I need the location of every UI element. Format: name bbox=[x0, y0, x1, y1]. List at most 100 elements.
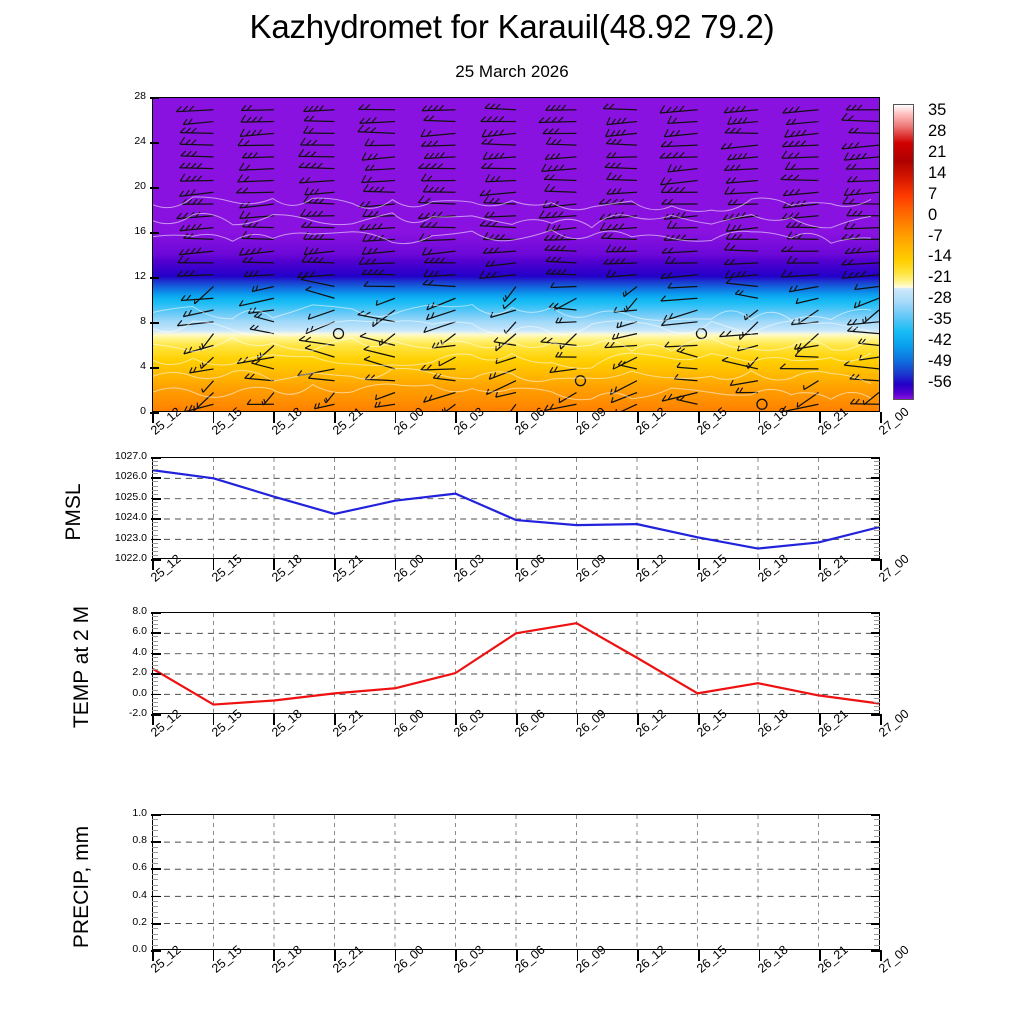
x-tick-label: 27_00 bbox=[876, 706, 912, 740]
y-tick-label: 4 bbox=[140, 360, 146, 372]
minor-tick-mark bbox=[874, 665, 880, 667]
minor-tick-mark bbox=[871, 497, 880, 500]
x-tick-mark bbox=[819, 714, 821, 725]
x-tick-mark bbox=[576, 950, 579, 961]
x-tick-mark bbox=[880, 559, 882, 570]
minor-tick-mark bbox=[874, 489, 880, 491]
minor-tick-mark bbox=[152, 522, 158, 524]
minor-tick-mark bbox=[152, 884, 158, 886]
minor-tick-mark bbox=[874, 681, 880, 683]
x-tick-label: 27_00 bbox=[876, 404, 912, 438]
minor-tick-mark bbox=[152, 879, 158, 881]
y-tick-mark bbox=[150, 232, 159, 234]
temp-plot bbox=[152, 612, 880, 714]
x-tick-label: 27_00 bbox=[876, 942, 912, 976]
minor-tick-mark bbox=[152, 640, 158, 642]
minor-tick-mark bbox=[874, 911, 880, 913]
colorbar-gradient bbox=[894, 105, 913, 399]
minor-tick-mark bbox=[874, 677, 880, 679]
minor-tick-mark bbox=[152, 862, 158, 864]
minor-tick-mark bbox=[152, 685, 158, 687]
colorbar-tick-label: -35 bbox=[928, 310, 952, 329]
minor-tick-mark bbox=[874, 852, 880, 854]
x-tick-mark bbox=[394, 714, 397, 725]
series-polyline bbox=[153, 622, 879, 706]
minor-tick-mark bbox=[874, 501, 880, 503]
pmsl-line bbox=[153, 458, 879, 558]
colorbar-tick-label: 7 bbox=[928, 184, 938, 203]
x-tick-mark bbox=[212, 714, 215, 725]
minor-tick-mark bbox=[874, 624, 880, 626]
colorbar-tick-label: 35 bbox=[928, 101, 947, 119]
x-tick-mark bbox=[880, 412, 882, 423]
y-tick-mark bbox=[150, 277, 159, 279]
colorbar-tick-label: 21 bbox=[928, 142, 947, 161]
y-tick-label: 1025.0 bbox=[114, 490, 147, 503]
minor-tick-mark bbox=[874, 939, 880, 941]
minor-tick-mark bbox=[874, 857, 880, 859]
y-tick-label: 0.0 bbox=[132, 686, 147, 699]
colorbar-tick-label: -42 bbox=[928, 331, 952, 350]
y-tick-label: 12 bbox=[134, 270, 146, 282]
minor-tick-mark bbox=[152, 709, 158, 711]
minor-tick-mark bbox=[874, 481, 880, 483]
precip-plot bbox=[152, 814, 880, 950]
minor-tick-mark bbox=[871, 693, 880, 696]
minor-tick-mark bbox=[152, 648, 158, 650]
x-tick-mark bbox=[637, 412, 639, 423]
minor-tick-mark bbox=[874, 640, 880, 642]
precip-line bbox=[153, 815, 879, 949]
minor-tick-mark bbox=[874, 928, 880, 930]
x-tick-mark bbox=[637, 950, 639, 961]
x-tick-mark bbox=[576, 559, 579, 570]
minor-tick-mark bbox=[152, 841, 161, 843]
minor-tick-mark bbox=[152, 628, 158, 630]
minor-tick-mark bbox=[874, 514, 880, 516]
minor-tick-mark bbox=[152, 493, 158, 495]
minor-tick-mark bbox=[152, 868, 161, 871]
minor-tick-mark bbox=[874, 890, 880, 892]
colorbar-tick-label: -21 bbox=[928, 268, 952, 287]
minor-tick-mark bbox=[152, 489, 158, 491]
y-tick-label: 6.0 bbox=[132, 625, 147, 638]
x-tick-mark bbox=[394, 412, 397, 423]
minor-tick-mark bbox=[874, 636, 880, 638]
minor-tick-mark bbox=[152, 542, 158, 544]
minor-tick-mark bbox=[874, 819, 880, 821]
minor-tick-mark bbox=[152, 469, 158, 471]
minor-tick-mark bbox=[152, 461, 158, 463]
minor-tick-mark bbox=[874, 620, 880, 622]
x-tick-mark bbox=[334, 714, 336, 725]
x-tick-mark bbox=[576, 412, 579, 423]
minor-tick-mark bbox=[871, 632, 880, 635]
minor-tick-mark bbox=[152, 933, 158, 935]
minor-tick-mark bbox=[152, 846, 158, 848]
minor-tick-mark bbox=[871, 814, 880, 816]
minor-tick-mark bbox=[874, 705, 880, 707]
minor-tick-mark bbox=[152, 917, 158, 919]
minor-tick-mark bbox=[152, 673, 161, 675]
x-tick-label: 27_00 bbox=[876, 551, 912, 585]
y-tick-label: 2.0 bbox=[132, 666, 147, 679]
minor-tick-mark bbox=[874, 660, 880, 662]
minor-tick-mark bbox=[871, 950, 880, 952]
minor-tick-mark bbox=[152, 644, 158, 646]
colorbar-tick-label: 14 bbox=[928, 163, 947, 182]
y-tick-label: 0.0 bbox=[132, 943, 147, 955]
minor-tick-mark bbox=[152, 497, 161, 500]
minor-tick-mark bbox=[152, 901, 158, 903]
minor-tick-mark bbox=[874, 473, 880, 475]
minor-tick-mark bbox=[152, 616, 158, 618]
colorbar-tick-label: 28 bbox=[928, 121, 947, 140]
minor-tick-mark bbox=[874, 701, 880, 703]
y-tick-label: 1023.0 bbox=[114, 531, 147, 544]
chart-subtitle: 25 March 2026 bbox=[455, 62, 569, 81]
x-tick-mark bbox=[273, 559, 275, 570]
minor-tick-mark bbox=[871, 518, 880, 520]
minor-tick-mark bbox=[874, 944, 880, 946]
minor-tick-mark bbox=[152, 481, 158, 483]
minor-tick-mark bbox=[152, 950, 161, 952]
minor-tick-mark bbox=[874, 901, 880, 903]
x-tick-mark bbox=[516, 950, 518, 961]
minor-tick-mark bbox=[874, 461, 880, 463]
